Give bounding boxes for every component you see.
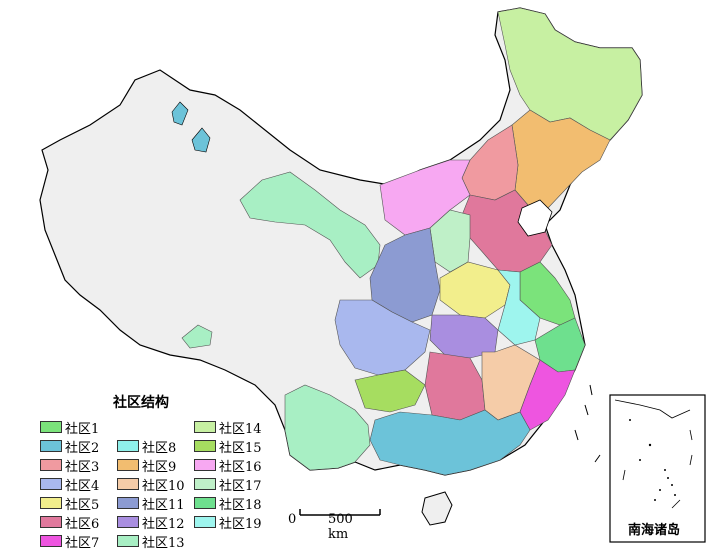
- legend-swatch: [194, 478, 216, 490]
- community-15-region: [354, 369, 426, 413]
- legend-swatch: [194, 497, 216, 509]
- legend-swatch: [194, 440, 216, 452]
- legend-item: 社区7: [40, 532, 99, 550]
- community-4-region: [334, 299, 431, 376]
- legend-swatch: [117, 535, 139, 547]
- legend-label: 社区9: [142, 459, 177, 475]
- legend-label: 社区14: [219, 421, 262, 437]
- scale-end-label: 500 km: [328, 512, 353, 542]
- lake-1: [171, 101, 189, 126]
- community-13-tibet-region: [181, 324, 213, 349]
- legend-label: 社区2: [65, 440, 100, 456]
- legend-label: 社区15: [219, 440, 262, 456]
- legend-item: 社区5: [40, 494, 100, 513]
- legend-swatch: [117, 516, 139, 528]
- legend-swatch: [194, 516, 216, 528]
- legend-item: 社区12: [117, 513, 185, 532]
- legend-item: 社区16: [194, 456, 262, 475]
- legend-swatch: [117, 478, 139, 490]
- legend-item: 社区4: [40, 475, 100, 494]
- legend-item: 社区8: [117, 437, 177, 456]
- community-2-region: [369, 409, 531, 476]
- legend-swatch: [117, 497, 139, 509]
- community-14-region: [497, 7, 643, 141]
- legend-label: 社区4: [65, 478, 100, 494]
- scale-start-label: 0: [288, 512, 297, 527]
- legend-swatch: [40, 535, 62, 547]
- legend-label: 社区10: [142, 478, 185, 494]
- south-china-sea-inset: [609, 394, 706, 543]
- legend-swatch: [40, 478, 62, 490]
- community-17-region: [429, 209, 471, 273]
- legend-label: 社区12: [142, 516, 185, 532]
- legend-label: 社区11: [142, 497, 185, 513]
- legend-label: 社区18: [219, 497, 262, 513]
- nine-dash-line: [574, 384, 601, 463]
- legend-label: 社区5: [65, 497, 100, 513]
- legend-title: 社区结构: [113, 395, 169, 411]
- legend-swatch: [40, 421, 62, 433]
- legend-label: 社区7: [65, 535, 100, 550]
- legend-item: 社区9: [117, 456, 177, 475]
- legend-item: 社区2: [40, 437, 100, 456]
- hainan-island: [421, 491, 453, 526]
- legend-label: 社区8: [142, 440, 177, 456]
- legend-label: 社区19: [219, 516, 262, 532]
- legend-swatch: [117, 440, 139, 452]
- legend-label: 社区3: [65, 459, 100, 475]
- legend-item: 社区19: [194, 513, 262, 532]
- community-19-region: [497, 269, 541, 346]
- legend-label: 社区6: [65, 516, 100, 532]
- legend-label: 社区1: [65, 421, 100, 437]
- legend-item: 社区3: [40, 456, 100, 475]
- legend-item: 社区18: [194, 494, 262, 513]
- legend-item: 社区17: [194, 475, 262, 494]
- legend-item: 社区11: [117, 494, 185, 513]
- legend-swatch: [194, 421, 216, 433]
- legend-swatch: [40, 497, 62, 509]
- legend-item: 社区10: [117, 475, 185, 494]
- legend-label: 社区13: [142, 535, 185, 550]
- legend-swatch: [40, 440, 62, 452]
- legend-swatch: [117, 459, 139, 471]
- lake-2: [191, 127, 211, 153]
- scale-bar: [299, 509, 381, 516]
- community-13-south-region: [284, 384, 371, 471]
- legend-label: 社区16: [219, 459, 262, 475]
- inset-label: 南海诸岛: [628, 523, 681, 538]
- legend-item: 社区14: [194, 418, 262, 437]
- legend-swatch: [40, 516, 62, 528]
- legend-item: 社区13: [117, 532, 185, 550]
- legend-swatch: [194, 459, 216, 471]
- bohai-sea: [517, 199, 553, 237]
- legend-item: 社区15: [194, 437, 262, 456]
- legend-label: 社区17: [219, 478, 262, 494]
- legend-item: 社区6: [40, 513, 100, 532]
- legend-item: 社区1: [40, 418, 100, 437]
- legend-swatch: [40, 459, 62, 471]
